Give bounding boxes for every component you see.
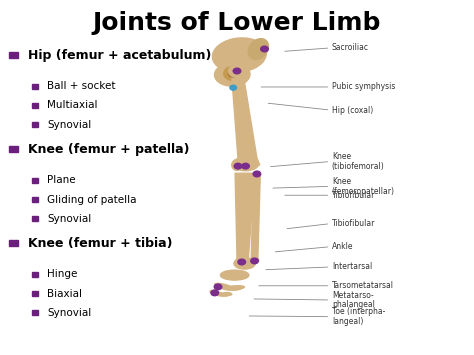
Circle shape: [214, 284, 222, 290]
Ellipse shape: [234, 258, 255, 269]
Circle shape: [251, 258, 258, 264]
Text: Sacroiliac: Sacroiliac: [332, 43, 369, 53]
Text: Plane: Plane: [47, 175, 76, 185]
Ellipse shape: [210, 290, 219, 293]
Bar: [32, 103, 38, 108]
Text: Synovial: Synovial: [47, 214, 91, 224]
Text: Metatarso-
phalangeal: Metatarso- phalangeal: [332, 291, 374, 309]
Text: Ball + socket: Ball + socket: [47, 81, 116, 91]
Ellipse shape: [228, 286, 244, 289]
Text: Knee
(femoropatellar): Knee (femoropatellar): [332, 177, 395, 196]
Text: Tibiofibular: Tibiofibular: [332, 191, 375, 200]
Text: Ankle: Ankle: [332, 242, 353, 251]
Bar: [32, 272, 38, 277]
Bar: [32, 197, 38, 202]
Text: Multiaxial: Multiaxial: [47, 100, 98, 110]
Ellipse shape: [220, 270, 249, 280]
Ellipse shape: [223, 293, 232, 295]
Ellipse shape: [248, 39, 268, 59]
Text: Knee (femur + tibia): Knee (femur + tibia): [28, 237, 173, 250]
Polygon shape: [235, 173, 255, 261]
Circle shape: [228, 70, 238, 77]
Text: Pubic symphysis: Pubic symphysis: [332, 82, 395, 92]
Circle shape: [238, 259, 246, 265]
Ellipse shape: [212, 38, 266, 72]
Text: Hinge: Hinge: [47, 269, 78, 279]
Text: Knee
(tibiofemoral): Knee (tibiofemoral): [332, 152, 384, 171]
Text: Biaxial: Biaxial: [47, 289, 82, 299]
Circle shape: [242, 163, 249, 169]
Text: Tibiofibular: Tibiofibular: [332, 219, 375, 228]
Ellipse shape: [232, 160, 242, 170]
Ellipse shape: [215, 283, 231, 288]
Ellipse shape: [217, 293, 226, 296]
Circle shape: [211, 290, 219, 296]
Ellipse shape: [220, 293, 229, 296]
Text: Tarsometatarsal: Tarsometatarsal: [332, 281, 394, 290]
Bar: [32, 178, 38, 183]
Text: Hip (coxal): Hip (coxal): [332, 105, 373, 115]
Ellipse shape: [215, 63, 250, 86]
Bar: [32, 291, 38, 296]
Circle shape: [224, 66, 243, 81]
Circle shape: [228, 65, 246, 77]
Ellipse shape: [219, 285, 235, 290]
Text: Synovial: Synovial: [47, 308, 91, 318]
Ellipse shape: [222, 286, 238, 290]
Text: Gliding of patella: Gliding of patella: [47, 195, 137, 204]
Circle shape: [234, 163, 242, 169]
Text: Intertarsal: Intertarsal: [332, 262, 372, 272]
Ellipse shape: [232, 157, 259, 171]
Bar: [32, 310, 38, 315]
Text: Toe (interpha-
langeal): Toe (interpha- langeal): [332, 307, 385, 326]
Bar: [9, 146, 18, 152]
Bar: [32, 217, 38, 221]
Polygon shape: [251, 176, 260, 261]
Circle shape: [253, 171, 261, 177]
Text: Hip (femur + acetabulum): Hip (femur + acetabulum): [28, 49, 212, 61]
Bar: [9, 52, 18, 58]
Ellipse shape: [214, 292, 222, 295]
Text: Joints of Lower Limb: Joints of Lower Limb: [93, 11, 381, 35]
Circle shape: [233, 68, 241, 74]
Circle shape: [261, 46, 268, 52]
Bar: [32, 122, 38, 127]
Polygon shape: [231, 71, 260, 165]
Circle shape: [230, 85, 237, 90]
Bar: [32, 84, 38, 88]
Bar: [9, 240, 18, 246]
Text: Knee (femur + patella): Knee (femur + patella): [28, 143, 190, 155]
Text: Synovial: Synovial: [47, 120, 91, 130]
Ellipse shape: [225, 286, 241, 290]
